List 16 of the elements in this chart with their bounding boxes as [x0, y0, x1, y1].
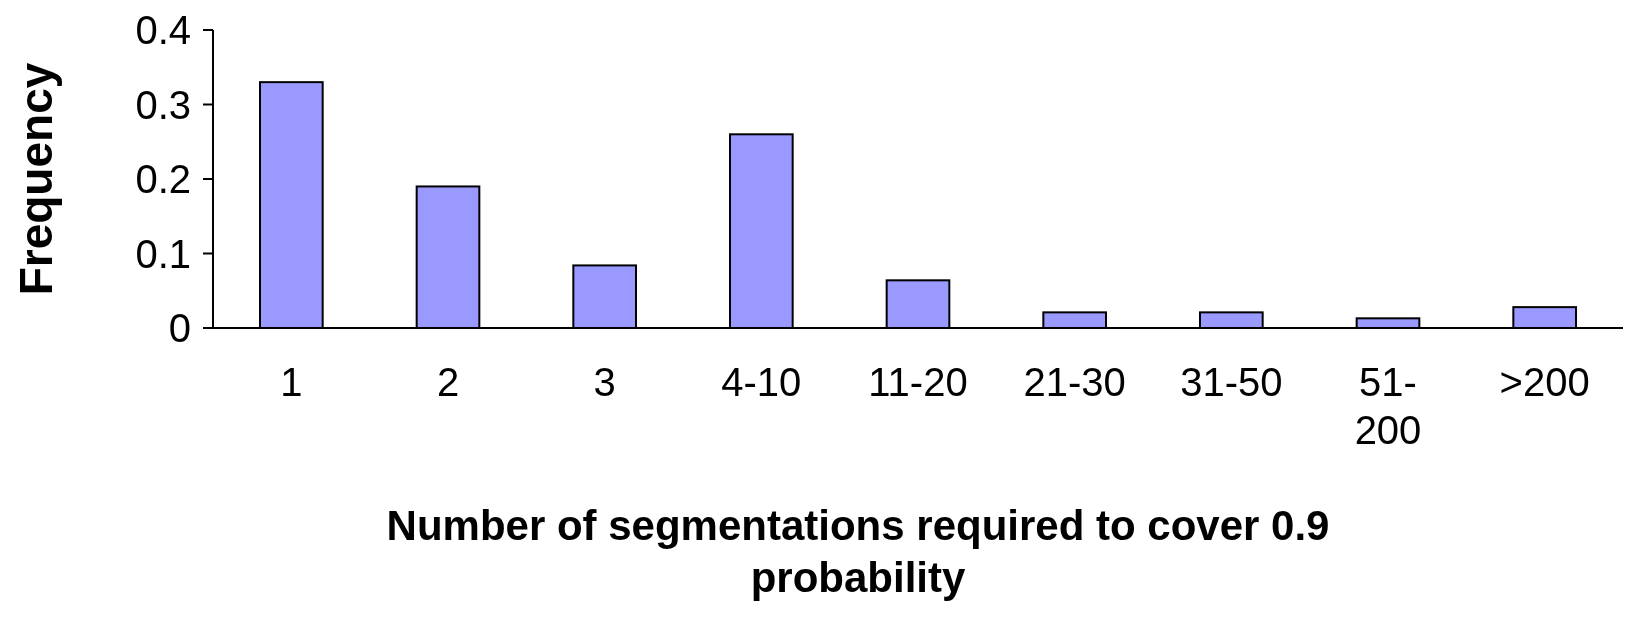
y-tick-label: 0.4: [135, 8, 191, 52]
y-axis-title: Frequency: [10, 62, 62, 296]
y-tick-label: 0.1: [135, 231, 191, 276]
y-tick-label: 0: [168, 306, 191, 350]
x-tick-label: 3: [593, 360, 616, 404]
y-tick-label: 0.2: [135, 157, 191, 201]
x-tick-label: 2: [436, 360, 460, 404]
x-tick-label: 4-10: [721, 360, 802, 404]
x-tick-label: 51-200: [1354, 360, 1422, 452]
x-axis-title: Number of segmentations required to cover 0.9 probability: [386, 502, 1330, 601]
x-tick-label: 21-30: [1023, 360, 1126, 404]
x-tick-label: 1: [280, 360, 303, 404]
y-tick-label: 0.3: [135, 82, 191, 127]
x-tick-label: 11-20: [868, 360, 968, 404]
x-tick-label: 31-50: [1180, 360, 1283, 404]
x-tick-label: >200: [1499, 360, 1590, 404]
